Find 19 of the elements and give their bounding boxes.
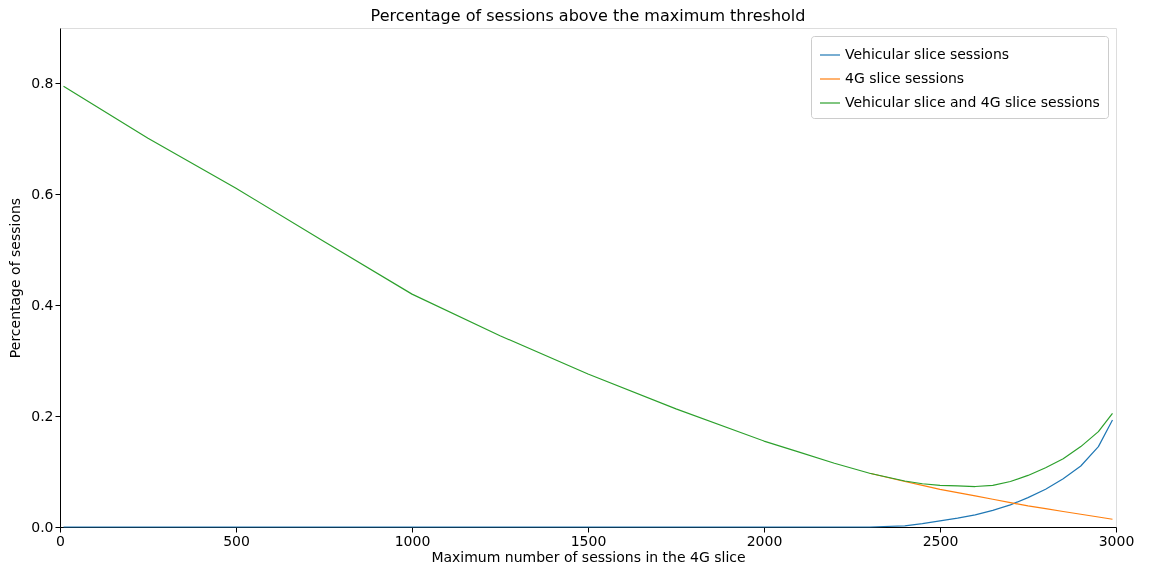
- x-tick-label: 500: [223, 532, 250, 549]
- y-tick-label: 0.8: [31, 74, 54, 91]
- legend-label: Vehicular slice sessions: [845, 46, 1010, 62]
- legend-label: Vehicular slice and 4G slice sessions: [845, 94, 1100, 110]
- y-axis-title: Percentage of sessions: [7, 197, 24, 359]
- line-series: [62, 85, 1114, 488]
- legend-label: 4G slice sessions: [845, 70, 965, 86]
- x-tick-label: 0: [56, 532, 65, 549]
- x-tick-label: 3000: [1098, 532, 1135, 549]
- x-tick-label: 1500: [570, 532, 607, 549]
- x-tick-label: 2000: [746, 532, 783, 549]
- y-tick-label: 0.0: [31, 518, 54, 535]
- x-tick-label: 1000: [394, 532, 431, 549]
- y-tick-label: 0.2: [31, 407, 54, 424]
- x-axis-title: Maximum number of sessions in the 4G slice: [431, 548, 746, 565]
- y-tick-label: 0.4: [31, 296, 54, 313]
- x-tick-label: 2500: [922, 532, 959, 549]
- y-tick-label: 0.6: [31, 185, 54, 202]
- chart-title: Percentage of sessions above the maximum threshold: [370, 6, 806, 25]
